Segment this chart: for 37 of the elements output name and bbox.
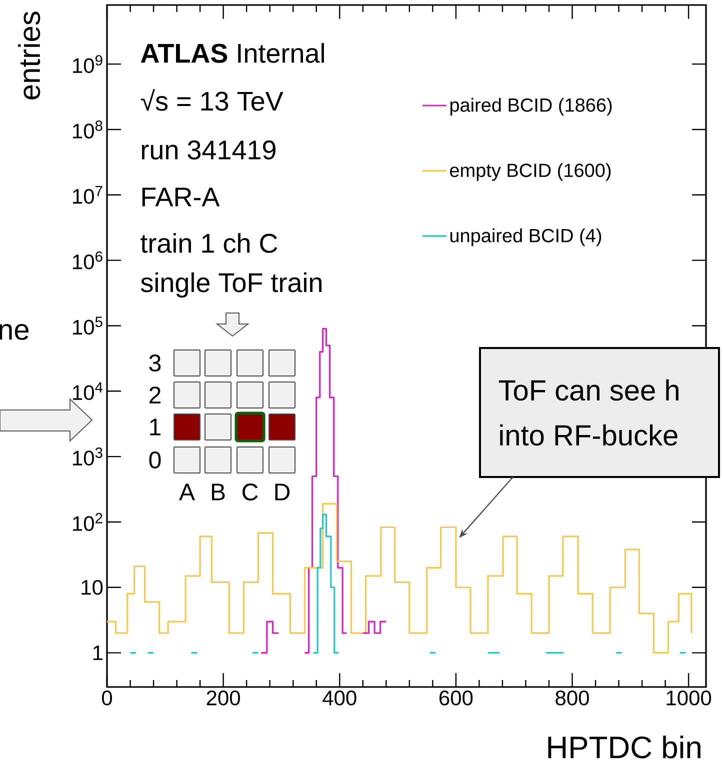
x-tick-label: 1000 (666, 690, 712, 706)
annotation: 2 (150, 386, 160, 404)
annotation: run 341419 (142, 140, 276, 160)
y-tick-label: 1 (93, 646, 102, 660)
annotation: single ToF train (140, 272, 322, 298)
annotation: √s = 13 TeV (140, 89, 284, 111)
annotation: 0 (149, 452, 161, 468)
annotation: FAR-A (142, 188, 220, 206)
y-tick-label: 10$^{3}$ (73, 448, 102, 466)
x-tick-label: 400 (322, 690, 356, 706)
annotation: 1 (150, 418, 160, 436)
annotation: C (242, 484, 258, 500)
annotation: into RF-bucke (500, 424, 678, 446)
annotation: B (212, 484, 225, 500)
annotation: ATLAS Internal (140, 43, 324, 63)
x-axis-title: HPTDC bin (548, 736, 700, 758)
annotation: train 1 ch C (140, 233, 278, 253)
y-tick-label: 10$^{6}$ (73, 251, 102, 270)
legend-label: empty BCID (1600) (450, 163, 611, 181)
y-tick-label: 10$^{2}$ (73, 512, 102, 531)
y-tick-label: 10$^{4}$ (73, 382, 103, 400)
legend-label: paired BCID (1866) (450, 98, 612, 116)
annotation: ToF can see h (498, 379, 678, 401)
x-tick-label: 600 (439, 690, 473, 706)
annotation: D (275, 484, 290, 500)
y-tick-label: 10 (82, 580, 103, 595)
y-tick-label: 10$^{8}$ (73, 120, 102, 138)
legend-label: unpaired BCID (4) (450, 228, 602, 246)
y-axis-title: entries (18, 12, 40, 100)
annotation: A (179, 484, 195, 500)
y-tick-label: 10$^{5}$ (73, 316, 102, 335)
x-tick-label: 0 (102, 690, 112, 706)
annotation: 3 (149, 354, 161, 372)
x-tick-label: 200 (206, 690, 240, 706)
y-tick-label: 10$^{9}$ (73, 55, 102, 74)
y-tick-label: 10$^{7}$ (73, 186, 102, 204)
x-tick-label: 800 (556, 690, 589, 706)
